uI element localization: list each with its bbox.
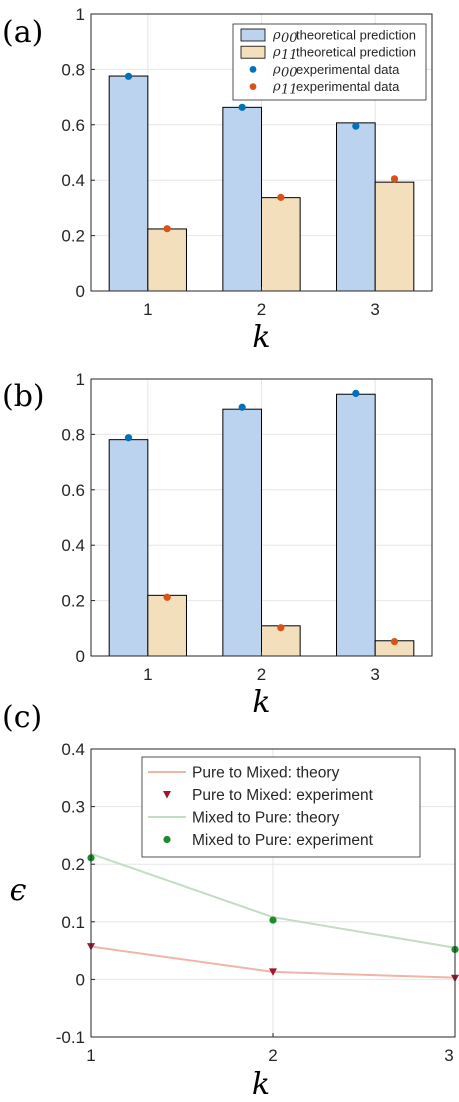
panel-label: (c) bbox=[2, 700, 42, 735]
bar-rho00-theory bbox=[336, 122, 376, 292]
x-tick-label: 1 bbox=[143, 665, 152, 684]
bar-rho11-theory bbox=[374, 181, 415, 292]
x-tick-label: 3 bbox=[370, 300, 379, 319]
y-tick-label: 1 bbox=[76, 370, 85, 389]
legend-marker bbox=[163, 835, 171, 844]
point-rho11-experiment bbox=[390, 637, 399, 646]
x-tick-label: 2 bbox=[257, 665, 266, 684]
legend-label: Mixed to Pure: theory bbox=[192, 810, 340, 827]
x-tick-label: 1 bbox=[86, 1046, 95, 1065]
x-tick-label: 2 bbox=[268, 1046, 277, 1065]
legend-subscript: 00 bbox=[281, 65, 298, 80]
x-axis-label: k bbox=[252, 685, 270, 720]
point-mixed-to-pure-experiment bbox=[269, 916, 277, 924]
legend-subscript: 11 bbox=[281, 83, 298, 98]
panel-c: -0.1 0 0.1 0.2 0.3 0.4 1 2 3 k ϵ (c) Pure to Mixed: … bbox=[2, 700, 459, 1102]
y-tick-label: 0.1 bbox=[61, 913, 85, 932]
point-rho11-experiment bbox=[163, 593, 171, 601]
panel-b: 0 0.2 0.4 0.6 0.8 1 1 2 3 k (b) bbox=[2, 370, 433, 720]
bar-rho11-theory bbox=[147, 594, 187, 657]
legend-label: experimental data bbox=[296, 62, 400, 77]
x-tick-label: 3 bbox=[444, 1046, 453, 1065]
y-tick-label: 1 bbox=[76, 5, 85, 24]
y-tick-label: 0.6 bbox=[61, 116, 85, 135]
y-tick-label: 0 bbox=[76, 647, 85, 666]
point-rho11-experiment bbox=[163, 225, 171, 233]
x-axis-label: k bbox=[252, 320, 270, 355]
point-pure-to-mixed-experiment bbox=[269, 968, 277, 976]
legend-symbol: ρ bbox=[272, 62, 281, 77]
legend-marker bbox=[163, 791, 171, 799]
y-tick-label: 0.2 bbox=[61, 592, 85, 611]
legend-swatch bbox=[240, 45, 266, 59]
legend-label: Mixed to Pure: experiment bbox=[192, 832, 374, 849]
y-tick-label: -0.1 bbox=[56, 1028, 85, 1047]
y-tick-label: 0.2 bbox=[61, 855, 85, 874]
point-rho00-experiment bbox=[352, 389, 360, 398]
y-tick-label: 0.3 bbox=[61, 798, 85, 817]
legend-label: experimental data bbox=[296, 79, 400, 94]
bar-rho11-theory bbox=[261, 197, 301, 292]
point-rho00-experiment bbox=[238, 403, 246, 411]
y-tick-label: 0.8 bbox=[61, 60, 85, 79]
y-axis-label: ϵ bbox=[10, 873, 27, 908]
point-rho00-experiment bbox=[124, 434, 133, 442]
point-rho00-experiment bbox=[124, 72, 133, 80]
x-tick-label: 1 bbox=[143, 300, 152, 319]
legend-label: theoretical prediction bbox=[296, 28, 416, 43]
y-tick-label: 0.2 bbox=[61, 227, 85, 246]
bar-rho00-theory bbox=[108, 439, 149, 657]
y-tick-label: 0.4 bbox=[61, 536, 85, 555]
point-rho11-experiment bbox=[277, 624, 285, 632]
panel-label: (b) bbox=[2, 379, 45, 414]
legend-swatch bbox=[240, 28, 266, 42]
legend-subscript: 11 bbox=[281, 48, 298, 63]
point-rho11-experiment bbox=[390, 175, 399, 183]
legend-symbol: ρ bbox=[272, 80, 281, 95]
legend-subscript: 00 bbox=[281, 31, 298, 46]
y-tick-label: 0.8 bbox=[61, 425, 85, 444]
bar-rho00-theory bbox=[222, 106, 262, 292]
bar-rho00-theory bbox=[108, 75, 149, 292]
y-tick-label: 0.6 bbox=[61, 481, 85, 500]
x-axis-label: k bbox=[252, 1067, 270, 1102]
legend-label: Pure to Mixed: theory bbox=[192, 765, 340, 782]
legend-label: Pure to Mixed: experiment bbox=[192, 787, 374, 804]
legend-symbol: ρ bbox=[272, 28, 281, 43]
bar-rho00-theory bbox=[336, 393, 376, 657]
bar-rho00-theory bbox=[222, 408, 262, 657]
legend-label: theoretical prediction bbox=[296, 45, 416, 60]
x-tick-label: 3 bbox=[370, 665, 379, 684]
point-rho11-experiment bbox=[277, 193, 285, 201]
bar-rho11-theory bbox=[147, 228, 187, 292]
legend-marker bbox=[249, 83, 257, 90]
x-tick-label: 2 bbox=[257, 300, 266, 319]
legend-marker bbox=[249, 66, 257, 73]
legend bbox=[141, 756, 421, 858]
point-rho00-experiment bbox=[352, 122, 360, 130]
y-tick-label: 0 bbox=[76, 282, 85, 301]
y-tick-label: 0.4 bbox=[61, 171, 85, 190]
y-tick-label: 0 bbox=[76, 970, 85, 989]
point-rho00-experiment bbox=[238, 103, 246, 111]
panel-label: (a) bbox=[2, 15, 43, 50]
legend-symbol: ρ bbox=[272, 45, 281, 60]
y-tick-label: 0.4 bbox=[61, 740, 85, 759]
